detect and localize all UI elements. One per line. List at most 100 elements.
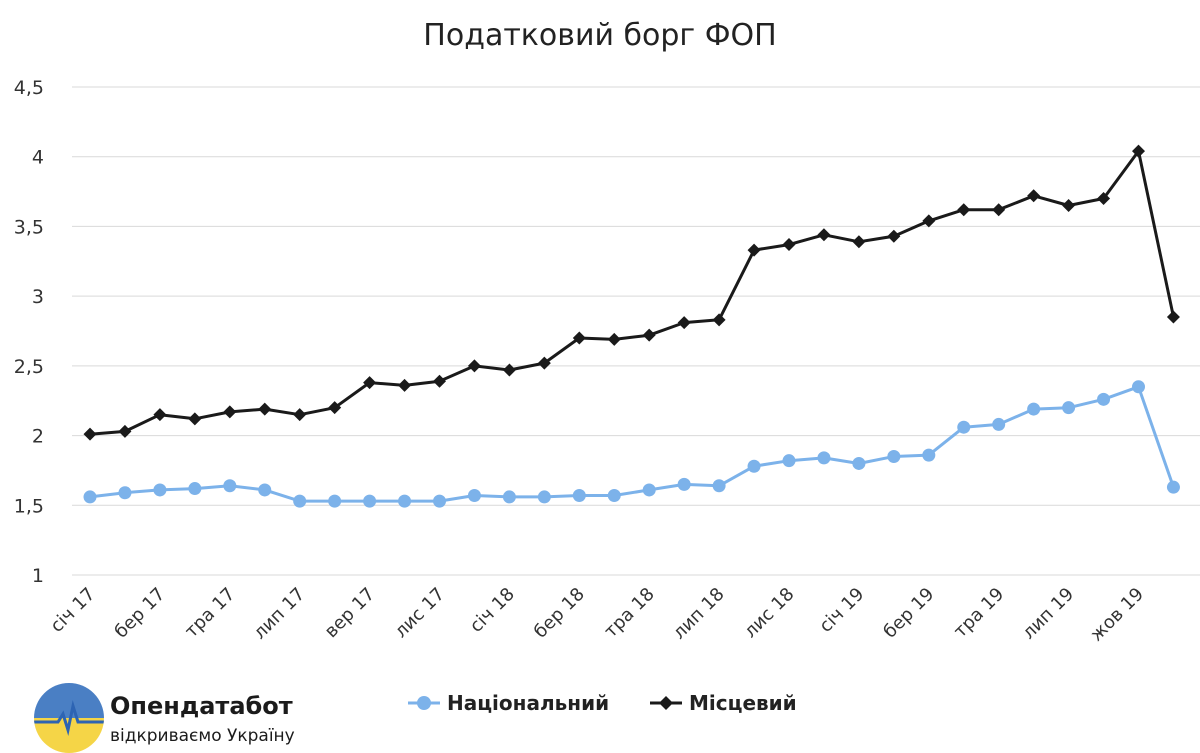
- data-point[interactable]: [502, 490, 516, 504]
- x-tick-label: бер 19: [879, 584, 938, 643]
- data-point[interactable]: [817, 451, 831, 465]
- legend-item-local[interactable]: Місцевий: [650, 691, 797, 715]
- data-point[interactable]: [258, 483, 272, 497]
- data-point[interactable]: [223, 479, 237, 493]
- data-point[interactable]: [1166, 310, 1180, 324]
- x-axis: січ 17 бер 17 тра 17 лип 17 вер 17 лис 17 січ …: [46, 584, 1148, 646]
- data-point[interactable]: [747, 243, 761, 257]
- data-point[interactable]: [1097, 192, 1111, 206]
- series-area: [83, 144, 1180, 508]
- data-point[interactable]: [922, 214, 936, 228]
- data-point[interactable]: [328, 401, 342, 415]
- data-point[interactable]: [992, 417, 1006, 431]
- y-tick-label: 4: [32, 147, 44, 169]
- x-tick-label: лип 19: [1018, 584, 1078, 644]
- x-tick-label: січ 18: [466, 584, 519, 637]
- data-point[interactable]: [153, 408, 167, 422]
- data-point[interactable]: [363, 376, 377, 390]
- data-point[interactable]: [712, 479, 726, 493]
- data-point[interactable]: [607, 489, 621, 503]
- data-point[interactable]: [677, 316, 691, 330]
- data-point[interactable]: [957, 420, 971, 434]
- data-point[interactable]: [1132, 380, 1145, 394]
- data-point[interactable]: [1062, 401, 1076, 415]
- data-point[interactable]: [433, 494, 446, 508]
- data-point[interactable]: [607, 332, 621, 346]
- y-tick-label: 3: [32, 286, 44, 308]
- y-axis: 1 1,5 2 2,5 3 3,5 4 4,5: [14, 77, 44, 587]
- data-point[interactable]: [433, 374, 446, 388]
- legend: Національний Місцевий: [408, 691, 797, 715]
- data-point[interactable]: [852, 235, 866, 249]
- data-point[interactable]: [1132, 144, 1145, 158]
- data-point[interactable]: [572, 489, 586, 503]
- x-tick-label: бер 17: [111, 584, 170, 643]
- series-line: [89, 149, 1175, 436]
- data-point[interactable]: [957, 203, 971, 217]
- x-tick-label: лис 18: [740, 584, 799, 643]
- x-tick-label: тра 19: [950, 584, 1008, 642]
- legend-local-marker: [659, 696, 673, 710]
- data-point[interactable]: [712, 313, 726, 327]
- data-point[interactable]: [537, 490, 551, 504]
- data-point[interactable]: [467, 489, 481, 503]
- y-tick-label: 2: [32, 426, 44, 448]
- x-tick-label: січ 19: [815, 584, 868, 637]
- series-national: [83, 380, 1180, 508]
- data-point[interactable]: [1027, 189, 1041, 203]
- data-point[interactable]: [83, 490, 97, 504]
- data-point[interactable]: [747, 459, 761, 473]
- data-point[interactable]: [258, 402, 272, 416]
- data-point[interactable]: [188, 412, 202, 426]
- data-point[interactable]: [118, 486, 132, 500]
- data-point[interactable]: [817, 228, 831, 242]
- data-point[interactable]: [467, 359, 481, 373]
- data-point[interactable]: [328, 494, 342, 508]
- data-point[interactable]: [502, 363, 516, 377]
- brand-name: Опендатабот: [110, 692, 293, 720]
- data-point[interactable]: [1027, 402, 1041, 416]
- data-point[interactable]: [1097, 392, 1111, 406]
- data-point[interactable]: [887, 449, 901, 463]
- x-tick-label: тра 17: [181, 584, 239, 642]
- data-point[interactable]: [293, 494, 307, 508]
- legend-item-national[interactable]: Національний: [408, 691, 609, 715]
- x-tick-label: лип 17: [249, 584, 309, 644]
- x-tick-label: лис 17: [391, 584, 450, 643]
- x-tick-label: жов 19: [1086, 584, 1148, 646]
- data-point[interactable]: [1062, 199, 1076, 213]
- data-point[interactable]: [153, 483, 167, 497]
- series-local: [83, 144, 1180, 441]
- x-tick-label: січ 17: [46, 584, 99, 637]
- x-tick-label: лип 18: [669, 584, 729, 644]
- data-point[interactable]: [188, 482, 202, 496]
- data-point[interactable]: [782, 454, 796, 468]
- data-point[interactable]: [83, 427, 97, 441]
- series-line: [89, 385, 1175, 503]
- legend-national-label: Національний: [447, 691, 609, 715]
- y-tick-label: 4,5: [14, 77, 44, 99]
- data-point[interactable]: [677, 477, 691, 491]
- data-point[interactable]: [398, 378, 412, 392]
- x-tick-label: бер 18: [530, 584, 589, 643]
- data-point[interactable]: [363, 494, 377, 508]
- data-point[interactable]: [537, 356, 551, 370]
- data-point[interactable]: [992, 203, 1006, 217]
- data-point[interactable]: [572, 331, 586, 345]
- data-point[interactable]: [782, 238, 796, 252]
- data-point[interactable]: [642, 483, 656, 497]
- data-point[interactable]: [293, 408, 307, 422]
- y-tick-label: 1: [32, 565, 44, 587]
- y-tick-label: 1,5: [14, 495, 44, 517]
- data-point[interactable]: [398, 494, 412, 508]
- grid: [72, 86, 1200, 576]
- data-point[interactable]: [118, 424, 132, 438]
- data-point[interactable]: [1166, 480, 1180, 494]
- data-point[interactable]: [887, 229, 901, 243]
- data-point[interactable]: [852, 456, 866, 470]
- data-point[interactable]: [922, 448, 936, 462]
- data-point[interactable]: [223, 405, 237, 419]
- brand-tagline: відкриваємо Україну: [110, 726, 295, 746]
- data-point[interactable]: [642, 328, 656, 342]
